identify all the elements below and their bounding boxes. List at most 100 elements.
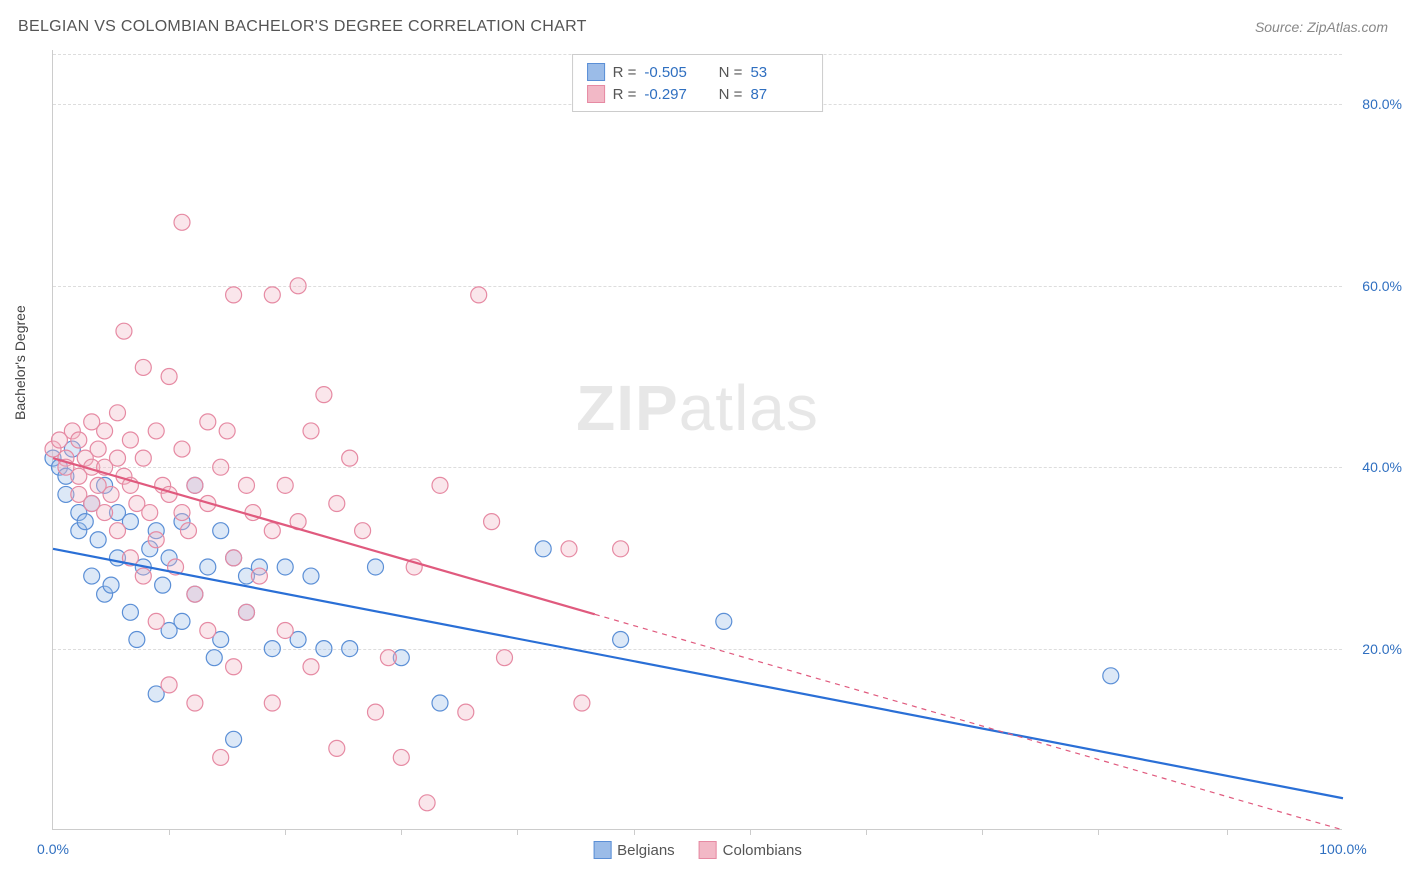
data-point bbox=[135, 568, 151, 584]
trend-line-extrapolated bbox=[595, 614, 1343, 830]
data-point bbox=[226, 287, 242, 303]
data-point bbox=[458, 704, 474, 720]
data-point bbox=[264, 695, 280, 711]
data-point bbox=[180, 523, 196, 539]
data-point bbox=[155, 577, 171, 593]
data-point bbox=[303, 423, 319, 439]
x-tick bbox=[169, 829, 170, 835]
data-point bbox=[142, 505, 158, 521]
legend-swatch bbox=[699, 841, 717, 859]
data-point bbox=[239, 604, 255, 620]
data-point bbox=[239, 477, 255, 493]
data-point bbox=[277, 559, 293, 575]
data-point bbox=[303, 659, 319, 675]
data-point bbox=[342, 641, 358, 657]
data-point bbox=[380, 650, 396, 666]
chart-title: BELGIAN VS COLOMBIAN BACHELOR'S DEGREE C… bbox=[18, 18, 587, 36]
data-point bbox=[716, 613, 732, 629]
data-point bbox=[497, 650, 513, 666]
data-point bbox=[368, 559, 384, 575]
data-point bbox=[110, 523, 126, 539]
data-point bbox=[122, 432, 138, 448]
data-point bbox=[110, 405, 126, 421]
y-tick-label: 80.0% bbox=[1347, 96, 1402, 112]
data-point bbox=[277, 622, 293, 638]
scatter-chart: ZIPatlas 20.0%40.0%60.0%80.0% R =-0.505 … bbox=[52, 50, 1342, 830]
data-point bbox=[329, 740, 345, 756]
legend-item: Colombians bbox=[699, 841, 802, 859]
data-point bbox=[355, 523, 371, 539]
stat-r-value: -0.297 bbox=[644, 86, 702, 103]
source-attribution: Source: ZipAtlas.com bbox=[1255, 19, 1388, 35]
x-tick bbox=[866, 829, 867, 835]
data-point bbox=[206, 650, 222, 666]
data-point bbox=[174, 613, 190, 629]
data-point bbox=[129, 632, 145, 648]
x-tick-label: 100.0% bbox=[1319, 841, 1366, 857]
series-swatch bbox=[587, 85, 605, 103]
series-swatch bbox=[587, 63, 605, 81]
x-tick bbox=[634, 829, 635, 835]
data-point bbox=[200, 559, 216, 575]
legend-label: Colombians bbox=[723, 842, 802, 859]
x-tick bbox=[401, 829, 402, 835]
data-point bbox=[393, 749, 409, 765]
data-point bbox=[213, 459, 229, 475]
data-point bbox=[213, 523, 229, 539]
data-point bbox=[316, 641, 332, 657]
data-point bbox=[187, 695, 203, 711]
data-point bbox=[226, 731, 242, 747]
data-point bbox=[219, 423, 235, 439]
data-point bbox=[1103, 668, 1119, 684]
data-point bbox=[77, 514, 93, 530]
stat-r-label: R = bbox=[613, 64, 637, 81]
data-point bbox=[97, 423, 113, 439]
data-point bbox=[484, 514, 500, 530]
data-point bbox=[135, 359, 151, 375]
stats-row: R =-0.505 N =53 bbox=[587, 61, 809, 83]
trend-line bbox=[53, 549, 1343, 798]
data-point bbox=[251, 568, 267, 584]
data-point bbox=[213, 749, 229, 765]
plot-svg bbox=[53, 50, 1342, 829]
data-point bbox=[116, 323, 132, 339]
data-point bbox=[84, 568, 100, 584]
x-tick bbox=[285, 829, 286, 835]
x-tick-label: 0.0% bbox=[37, 841, 69, 857]
data-point bbox=[574, 695, 590, 711]
data-point bbox=[174, 441, 190, 457]
data-point bbox=[226, 659, 242, 675]
correlation-stats-box: R =-0.505 N =53R =-0.297 N =87 bbox=[572, 54, 824, 112]
y-tick-label: 40.0% bbox=[1347, 459, 1402, 475]
legend-swatch bbox=[593, 841, 611, 859]
data-point bbox=[432, 477, 448, 493]
stats-row: R =-0.297 N =87 bbox=[587, 83, 809, 105]
data-point bbox=[161, 677, 177, 693]
x-tick bbox=[517, 829, 518, 835]
data-point bbox=[103, 577, 119, 593]
stat-n-label: N = bbox=[710, 86, 742, 103]
data-point bbox=[174, 214, 190, 230]
data-point bbox=[103, 486, 119, 502]
x-tick bbox=[750, 829, 751, 835]
data-point bbox=[432, 695, 448, 711]
data-point bbox=[471, 287, 487, 303]
legend-label: Belgians bbox=[617, 842, 675, 859]
legend-item: Belgians bbox=[593, 841, 675, 859]
stat-n-label: N = bbox=[710, 64, 742, 81]
data-point bbox=[264, 641, 280, 657]
x-tick bbox=[982, 829, 983, 835]
data-point bbox=[148, 532, 164, 548]
data-point bbox=[90, 441, 106, 457]
data-point bbox=[535, 541, 551, 557]
data-point bbox=[264, 523, 280, 539]
data-point bbox=[187, 586, 203, 602]
data-point bbox=[368, 704, 384, 720]
y-tick-label: 60.0% bbox=[1347, 278, 1402, 294]
x-tick bbox=[1227, 829, 1228, 835]
legend: Belgians Colombians bbox=[593, 841, 802, 859]
data-point bbox=[226, 550, 242, 566]
x-tick bbox=[1098, 829, 1099, 835]
chart-header: BELGIAN VS COLOMBIAN BACHELOR'S DEGREE C… bbox=[18, 18, 1388, 36]
data-point bbox=[277, 477, 293, 493]
